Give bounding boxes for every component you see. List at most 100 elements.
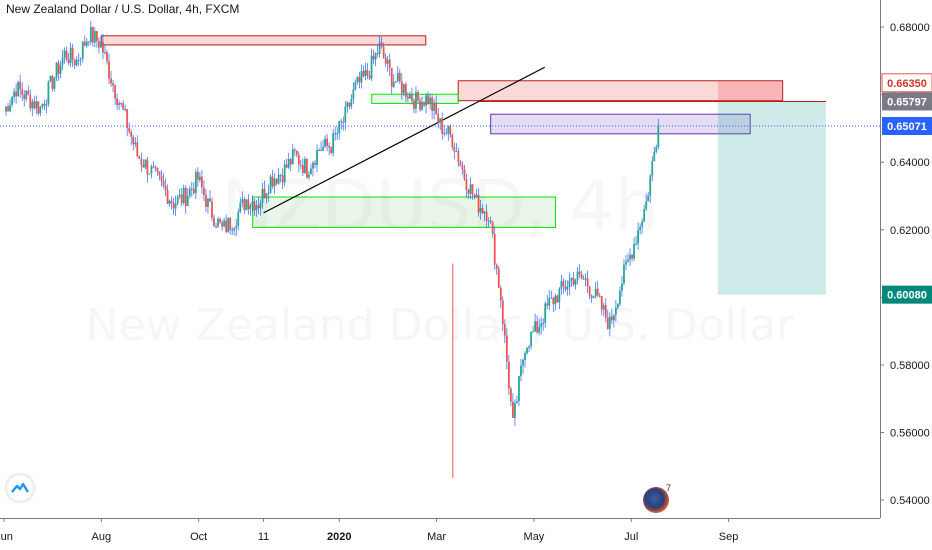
candle-body: [411, 94, 413, 101]
candle-body: [574, 279, 577, 285]
candle-body: [5, 106, 7, 112]
candle-body: [186, 196, 189, 206]
candle-body: [134, 142, 137, 145]
candle-body: [402, 84, 405, 94]
candle-body: [241, 199, 244, 203]
candle-body: [649, 175, 652, 196]
candle-body: [520, 365, 522, 377]
candle-body: [619, 290, 621, 305]
candle-body: [409, 94, 411, 99]
candle-body: [27, 90, 30, 95]
candle-body: [106, 52, 108, 62]
candle-body: [588, 286, 591, 296]
candle-body: [604, 305, 607, 318]
candle-body: [285, 164, 288, 168]
candle-body: [166, 190, 169, 204]
candle-body: [499, 287, 502, 301]
candle-body: [643, 209, 646, 222]
candle-body: [481, 208, 484, 214]
candle-body: [336, 133, 339, 135]
candle-body: [332, 133, 335, 153]
candle-body: [582, 278, 585, 280]
candle-body: [437, 114, 440, 123]
x-tick-label: 11: [258, 531, 269, 543]
candle-body: [540, 323, 543, 327]
author-avatar-icon[interactable]: 7: [643, 483, 671, 513]
candle-body: [213, 217, 215, 226]
candles: [5, 20, 660, 426]
candle-body: [441, 118, 444, 134]
candle-body: [497, 268, 500, 288]
candle-body: [116, 98, 118, 105]
candle-body: [154, 167, 157, 169]
candle-body: [87, 41, 90, 43]
candle-body: [421, 101, 423, 110]
candle-body: [586, 278, 589, 287]
price-marker-label: 0.60080: [887, 290, 927, 302]
candle-body: [629, 254, 631, 260]
candle-body: [507, 361, 510, 389]
symbol-watermark: NZDUSD, 4h: [221, 165, 659, 247]
demand-zone: [252, 196, 557, 228]
candle-body: [451, 134, 454, 147]
candle-body: [602, 305, 605, 310]
candle-body: [384, 57, 387, 64]
candle-body: [526, 347, 528, 354]
candle-body: [404, 84, 407, 97]
candle-body: [534, 321, 537, 332]
candle-body: [11, 96, 13, 105]
candle-body: [320, 149, 322, 151]
candle-body: [596, 288, 599, 296]
candle-body: [651, 161, 654, 176]
candle-body: [546, 303, 549, 306]
candle-body: [463, 169, 466, 180]
candle-body: [287, 159, 290, 168]
candle-body: [176, 196, 179, 204]
candle-body: [132, 136, 135, 145]
candle-body: [59, 64, 62, 74]
candle-body: [538, 326, 541, 333]
candle-body: [152, 166, 155, 168]
chart-title: New Zealand Dollar / U.S. Dollar, 4h, FX…: [6, 2, 240, 16]
candle-body: [328, 145, 331, 148]
candle-body: [15, 91, 18, 97]
candle-body: [33, 101, 36, 109]
candle-body: [610, 316, 613, 321]
candle-body: [85, 41, 88, 46]
candle-body: [310, 168, 312, 175]
candle-body: [67, 59, 70, 63]
candle-body: [318, 149, 320, 151]
candle-body: [627, 259, 629, 262]
candle-body: [572, 277, 575, 285]
candle-body: [279, 175, 282, 177]
candle-body: [530, 331, 532, 347]
candle-body: [655, 147, 658, 152]
name-watermark: New Zealand Dollar / U.S. Dollar: [85, 300, 795, 351]
candle-body: [443, 132, 446, 134]
candle-body: [625, 261, 627, 265]
candle-body: [251, 201, 254, 205]
candle-body: [198, 176, 201, 180]
candle-body: [356, 77, 359, 83]
y-tick-label: 0.62000: [890, 225, 930, 237]
candle-body: [93, 31, 96, 43]
candle-body: [257, 205, 260, 209]
candle-body: [631, 254, 633, 259]
candle-body: [205, 194, 207, 207]
candle-body: [245, 199, 248, 210]
candle-body: [104, 52, 106, 54]
candle-body: [308, 174, 310, 178]
candle-body: [550, 297, 553, 299]
candle-body: [423, 101, 425, 106]
candle-body: [231, 229, 234, 231]
candle-body: [562, 281, 565, 287]
candle-body: [370, 55, 373, 79]
x-tick-label: Aug: [92, 531, 112, 543]
candle-body: [386, 59, 389, 64]
candle-body: [211, 201, 213, 218]
candle-body: [639, 226, 642, 231]
candle-body: [71, 47, 74, 60]
tradingview-logo-icon[interactable]: [7, 475, 33, 501]
candle-body: [623, 264, 625, 284]
